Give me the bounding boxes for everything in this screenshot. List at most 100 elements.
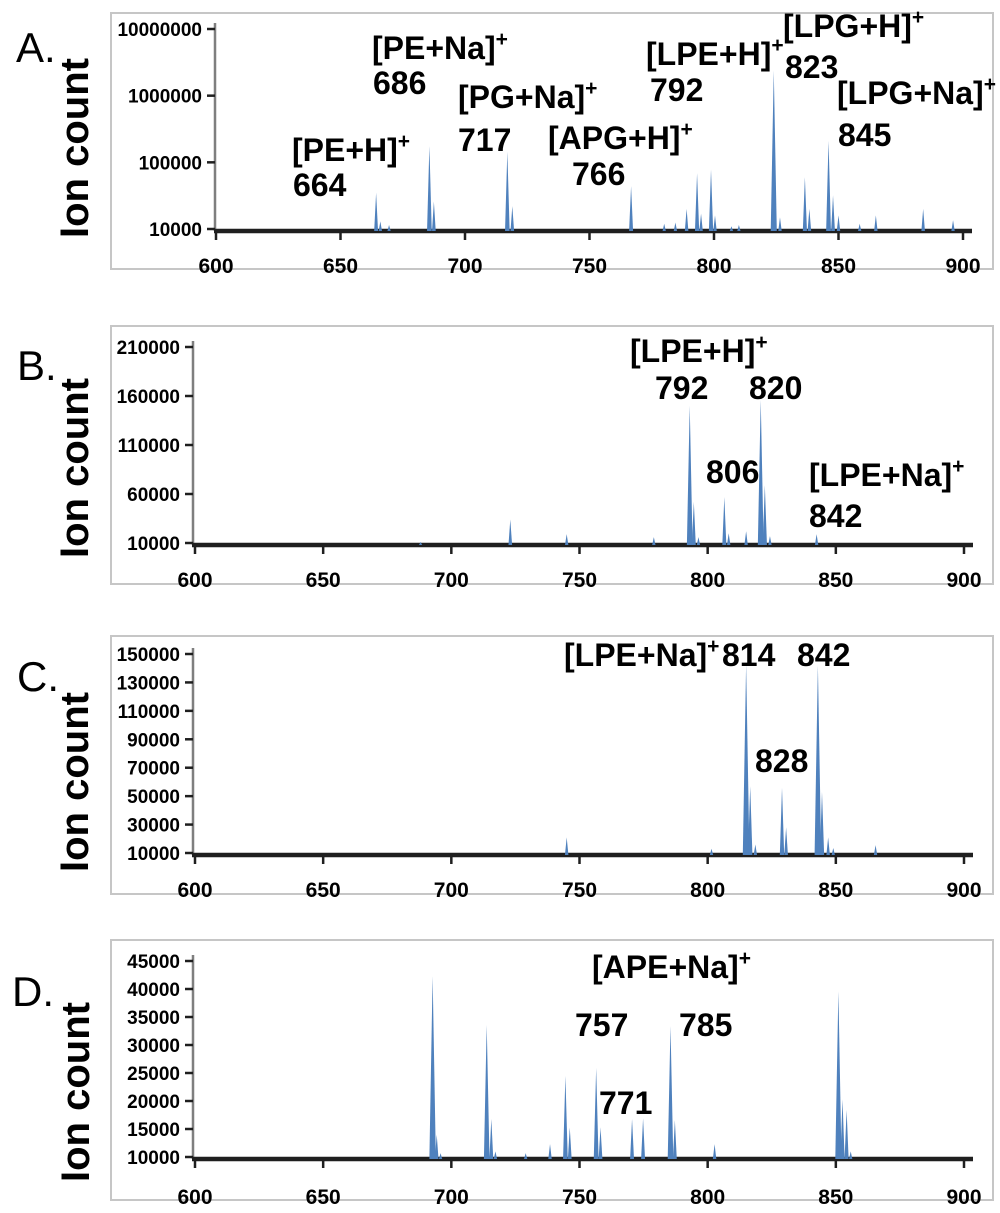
spectrum-peak (779, 787, 785, 855)
peak-annotation: 717 (458, 122, 511, 158)
spectrum-peak (429, 976, 436, 1159)
spectrum-peak (807, 208, 812, 231)
x-tick-label: 850 (818, 569, 853, 592)
y-tick-label: 10000 (149, 220, 202, 241)
spectrum-peak (742, 663, 750, 855)
spectrum-peak (753, 844, 758, 855)
y-tick-label: 1000000 (128, 87, 202, 108)
x-tick-label: 600 (177, 879, 212, 902)
spectrum-peak (699, 213, 703, 231)
spectrum-peak (737, 224, 741, 231)
x-tick-label: 750 (572, 255, 607, 278)
spectrum-peak (662, 223, 666, 231)
spectrum-peak (712, 1144, 717, 1159)
peak-annotation: 814 (722, 637, 776, 673)
peak-annotation: [PG+Na]+ (458, 77, 597, 115)
spectrum-peak (762, 485, 767, 545)
y-tick-label: 45000 (127, 952, 180, 973)
x-tick-label: 900 (945, 255, 980, 278)
spectrum-peak (378, 221, 383, 231)
spectrum-peak (564, 837, 569, 855)
panel-letter: A. (16, 24, 56, 71)
y-tick-label: 40000 (127, 980, 180, 1001)
y-axis-title: Ion count (53, 692, 97, 872)
peak-annotation: 828 (755, 743, 808, 779)
y-tick-label: 210000 (117, 338, 180, 359)
spectrum-peak (593, 1067, 599, 1159)
spectrum-peak (629, 186, 634, 231)
peak-annotation: 842 (797, 637, 850, 673)
spectrum-peak (505, 151, 510, 231)
y-axis-title: Ion count (54, 1002, 98, 1182)
spectrum-peak (548, 1144, 552, 1159)
panel-frame (110, 635, 994, 895)
spectrum-peak (819, 791, 825, 855)
peak-annotation: 664 (293, 167, 347, 203)
spectrum-peak (432, 201, 436, 231)
y-tick-label: 100000 (139, 153, 202, 174)
y-tick-label: 160000 (117, 387, 180, 408)
peak-annotation: [LPG+H]+ (783, 6, 924, 44)
spectrum-peak (667, 1025, 674, 1159)
spectrum-peak (784, 827, 788, 855)
peak-annotation: 766 (572, 156, 625, 192)
x-tick-label: 600 (198, 255, 233, 278)
x-tick-label: 650 (306, 569, 341, 592)
x-tick-label: 650 (306, 1186, 341, 1209)
x-tick-label: 700 (434, 879, 469, 902)
x-tick-label: 800 (696, 255, 731, 278)
y-tick-label: 70000 (127, 759, 180, 780)
peak-annotation: 845 (838, 117, 891, 153)
spectrum-peak (691, 501, 696, 545)
y-tick-label: 130000 (117, 673, 180, 694)
y-tick-label: 60000 (127, 485, 180, 506)
x-tick-label: 850 (818, 1186, 853, 1209)
spectrum-peak (694, 173, 700, 231)
spectrum-peak (427, 146, 432, 231)
spectrum-peak (831, 195, 835, 231)
peak-annotation: [APE+Na]+ (592, 947, 751, 985)
spectrum-peak (374, 192, 379, 231)
y-tick-label: 10000000 (117, 20, 202, 41)
peak-annotation: 823 (785, 49, 838, 85)
x-tick-label: 700 (434, 569, 469, 592)
spectrum-peak (921, 208, 925, 231)
x-tick-label: 750 (562, 879, 597, 902)
spectrum-peak (844, 1109, 849, 1159)
x-tick-label: 800 (690, 1186, 725, 1209)
spectrum-peak (686, 405, 693, 545)
peak-annotation: 757 (575, 1007, 628, 1043)
spectrum-peak (826, 140, 831, 231)
spectrum-peak (831, 848, 835, 855)
panel-frame (110, 12, 994, 270)
panel-letter: D. (12, 968, 54, 1015)
x-tick-label: 600 (177, 1186, 212, 1209)
spectrum-peak (489, 1118, 494, 1159)
y-tick-label: 150000 (117, 645, 180, 666)
spectrum-peak (565, 534, 569, 545)
y-axis-title: Ion count (53, 58, 97, 238)
spectrum-peak (641, 1118, 646, 1159)
panel-frame (110, 325, 994, 585)
y-tick-label: 20000 (127, 1092, 180, 1113)
x-tick-label: 900 (946, 1186, 981, 1209)
spectrum-peak (563, 1075, 568, 1159)
y-tick-label: 110000 (118, 702, 180, 723)
peak-annotation: [APG+H]+ (548, 118, 693, 156)
spectrum-panel-b: B.Ion count 210000 160000 110000 60000 10000 6… (17, 325, 994, 592)
spectrum-peak (508, 519, 513, 545)
x-tick-label: 850 (818, 879, 853, 902)
spectrum-peak (567, 1127, 572, 1159)
y-tick-label: 90000 (127, 730, 180, 751)
peak-annotation: 792 (650, 72, 703, 108)
peak-annotation: 771 (599, 1085, 652, 1121)
peak-annotation: 820 (749, 370, 802, 406)
spectrum-peak (387, 224, 391, 231)
spectrum-peak (630, 1118, 634, 1159)
x-tick-label: 700 (434, 1186, 469, 1209)
spectrum-peak (874, 215, 878, 231)
spectrum-peak (510, 206, 515, 231)
x-tick-label: 600 (177, 569, 212, 592)
spectrum-peak (713, 215, 717, 231)
